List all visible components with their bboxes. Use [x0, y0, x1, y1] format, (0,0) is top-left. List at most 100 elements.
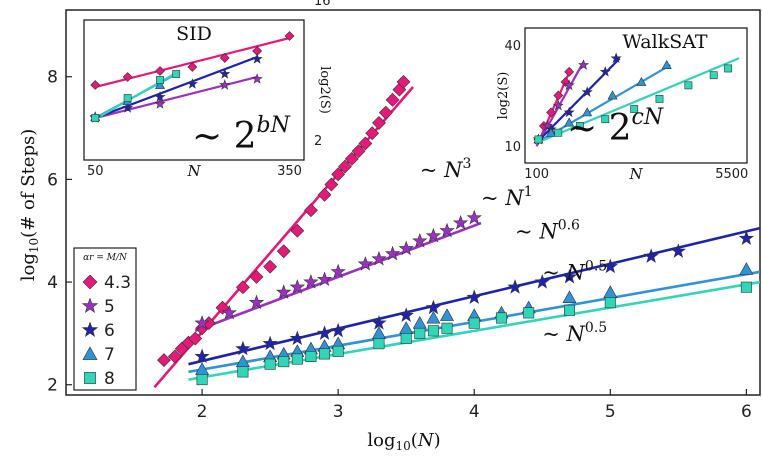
x-tick-label: 4 [469, 402, 480, 422]
inset-sid-data-point [186, 78, 198, 89]
inset-sid-frame [83, 19, 305, 161]
inset-sid-y-tick-label: 16 [314, 0, 331, 9]
data-point-5 [303, 274, 319, 289]
scaling-annotation: ~ N0.5 [542, 259, 607, 285]
inset-sid-data-point [284, 31, 295, 41]
data-point-4.3 [317, 187, 332, 202]
inset-walk-y-tick-label: 40 [504, 39, 521, 54]
data-point-8 [495, 312, 507, 324]
data-point-5 [357, 256, 374, 271]
y-axis-label: log10(# of Steps) [18, 129, 41, 281]
data-point-4.3 [188, 331, 203, 346]
data-point-6 [398, 307, 414, 322]
data-point-5 [316, 271, 333, 286]
data-point-5 [425, 227, 442, 243]
inset-sid-data-point [219, 79, 231, 90]
data-point-8 [264, 358, 276, 370]
data-point-8 [468, 317, 480, 329]
data-point-6 [643, 248, 659, 263]
inset-walk-data-point [630, 105, 639, 113]
inset-sid-data-point [122, 72, 133, 82]
data-point-8 [237, 366, 249, 378]
main-annotations: ~ N3 ~ N1 ~ N0.6 ~ N0.5 ~ N0.5 [420, 156, 607, 346]
data-point-4.3 [167, 349, 182, 364]
data-point-6 [194, 348, 210, 363]
x-tick-label: 5 [605, 402, 616, 422]
data-point-4.3 [235, 280, 250, 295]
inset-sid-data-point [91, 114, 100, 122]
data-point-5 [439, 222, 455, 238]
data-point-5 [452, 214, 469, 230]
data-point-5 [194, 315, 210, 330]
scaling-annotation: ~ N3 [420, 156, 472, 182]
data-point-5 [221, 304, 237, 320]
inset-sid: SID 50 350 N 2 16 log2(S) ~ 2bN [83, 0, 332, 180]
legend-title: αr = M/N [83, 253, 128, 263]
data-point-7 [412, 316, 427, 329]
inset-sid-data-point [219, 68, 231, 79]
inset-walk-data-point [546, 107, 556, 118]
inset-sid-x-tick-label: 350 [277, 164, 302, 179]
y-tick-label: 4 [47, 273, 58, 293]
data-point-7 [739, 262, 754, 275]
y-tick-label: 6 [47, 170, 58, 190]
inset-walk-y-axis-label: log2(S) [496, 72, 511, 120]
data-point-8 [414, 327, 426, 339]
inset-sid-title: SID [176, 23, 212, 45]
data-point-8 [319, 348, 331, 360]
inset-walk-y-tick-label: 10 [504, 140, 521, 155]
data-point-4.3 [249, 270, 264, 284]
y-tick-label: 8 [47, 68, 58, 88]
scaling-annotation: ~ N1 [481, 184, 533, 210]
inset-sid-data-point [156, 76, 164, 84]
fit-line-5 [194, 221, 482, 333]
data-point-4.3 [365, 126, 380, 141]
data-point-7 [562, 290, 577, 303]
inset-walk-data-point [724, 64, 733, 73]
data-point-4.3 [372, 116, 386, 130]
data-point-7 [603, 285, 618, 298]
data-point-8 [740, 281, 752, 293]
data-point-8 [441, 322, 453, 334]
data-point-7 [426, 310, 441, 324]
legend-marker-4.3 [82, 274, 98, 290]
data-point-5 [289, 279, 305, 294]
data-point-8 [523, 307, 535, 319]
data-point-6 [507, 279, 523, 294]
scaling-annotation: ~ N0.5 [542, 320, 607, 346]
inset-sid-scaling-annotation: ~ 2bN [192, 113, 291, 157]
data-point-6 [602, 258, 618, 274]
inset-sid-data-point [122, 102, 134, 113]
data-point-8 [400, 333, 412, 345]
scaling-annotation: ~ N0.6 [515, 217, 580, 243]
data-point-4.3 [385, 92, 400, 107]
data-point-4.3 [290, 223, 305, 238]
data-point-6 [262, 335, 278, 351]
inset-walk-data-point [581, 86, 593, 97]
data-point-7 [440, 308, 455, 321]
data-point-6 [330, 322, 346, 338]
data-point-8 [291, 353, 303, 365]
data-point-6 [289, 330, 305, 346]
inset-sid-data-point [154, 79, 166, 89]
inset-sid-data-point [90, 80, 101, 90]
inset-sid-data-point [155, 66, 165, 76]
inset-sid-fit-line [94, 55, 258, 120]
data-point-6 [561, 268, 578, 284]
data-point-8 [604, 297, 616, 309]
inset-walk-data-point [534, 135, 543, 144]
inset-walk-data-point [661, 59, 672, 69]
legend-box [73, 247, 137, 391]
inset-walk-data-point [564, 117, 575, 127]
data-point-4.3 [276, 244, 291, 259]
data-point-4.3 [358, 136, 373, 151]
data-point-4.3 [331, 167, 346, 182]
y-tick-label: 2 [47, 376, 58, 396]
data-point-4.3 [324, 177, 339, 192]
inset-walksat: WalkSAT 100 5500 N 10 40 log2(S) ~ 2cN [496, 27, 748, 183]
main-plot-frame [65, 9, 761, 396]
inset-walk-data-point [546, 127, 557, 137]
inset-walk-data-point [684, 81, 693, 90]
data-point-4.3 [304, 203, 318, 218]
